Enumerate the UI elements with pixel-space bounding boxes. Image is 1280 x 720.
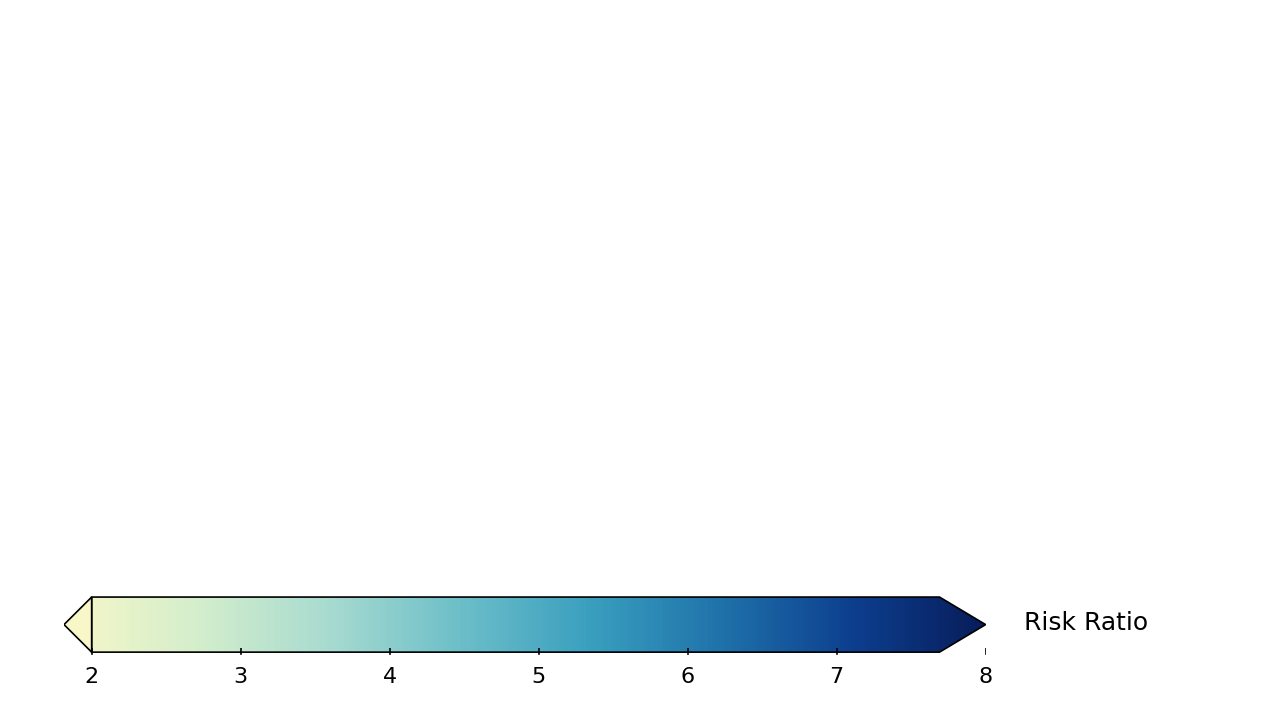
Text: 5: 5 [531,667,545,688]
Text: 8: 8 [978,667,993,688]
Text: 7: 7 [829,667,844,688]
Text: 4: 4 [383,667,397,688]
Text: 6: 6 [681,667,695,688]
Text: 2: 2 [84,667,99,688]
Polygon shape [64,597,92,652]
Text: 3: 3 [233,667,248,688]
Text: Risk Ratio: Risk Ratio [1024,611,1148,635]
